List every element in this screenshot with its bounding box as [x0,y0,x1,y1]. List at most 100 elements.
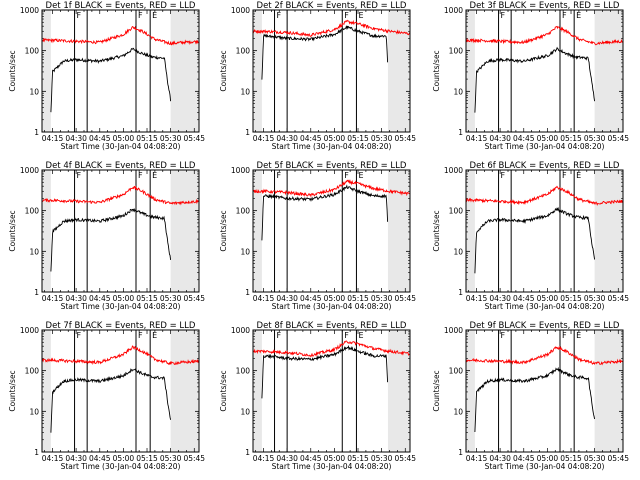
data-gap-shade [466,10,475,132]
x-tick-label: 04:30 [276,454,298,463]
series-line-events [474,206,596,274]
x-tick-label: 04:30 [65,294,87,303]
data-gap-shade [594,10,623,132]
series-line-events [50,208,172,272]
x-tick-label: 05:15 [347,454,369,463]
interval-marker-label: F [77,11,82,20]
x-axis-label: Start Time (30-Jan-04 04:08:20) [61,462,181,471]
x-axis-label: Start Time (30-Jan-04 04:08:20) [272,462,392,471]
data-gap-shade [42,10,51,132]
y-tick-label: 1000 [444,6,463,15]
x-tick-label: 05:45 [607,294,629,303]
series-line-lld [252,179,410,198]
panel-title: Det 1f BLACK = Events, RED = LLD [46,1,196,11]
y-tick-label: 10 [240,247,250,256]
y-axis-label: Counts/sec [219,370,228,411]
y-tick-label: 1000 [231,166,250,175]
x-tick-label: 04:30 [65,454,87,463]
x-tick-label: 04:30 [276,134,298,143]
series-line-events [261,184,389,241]
interval-marker-label: F [562,331,567,340]
plot-frame [252,329,411,453]
panel-det-4: Det 4f BLACK = Events, RED = LLD 1 10 100 10… [8,161,205,311]
x-tick-label: 04:15 [42,134,64,143]
y-tick-label: 10 [453,247,463,256]
x-tick-label: 04:45 [89,134,111,143]
x-tick-label: 04:15 [42,294,64,303]
panel-title: Det 3f BLACK = Events, RED = LLD [470,1,620,11]
interval-marker-label: F [138,331,143,340]
y-tick-label: 1000 [231,6,250,15]
interval-marker-label: F [344,171,349,180]
y-tick-label: 10 [240,407,250,416]
interval-marker-label: E [152,11,157,20]
y-tick-label: 1 [34,288,39,297]
y-tick-label: 1000 [231,326,250,335]
y-tick-label: 100 [25,47,40,56]
panel-det-6: Det 6f BLACK = Events, RED = LLD 1 10 100 10… [432,161,629,311]
y-axis-label: Counts/sec [8,50,17,91]
x-tick-label: 04:15 [466,454,488,463]
y-axis-label: Counts/sec [219,50,228,91]
y-tick-label: 10 [29,407,39,416]
y-tick-label: 100 [25,367,40,376]
series-line-lld [252,340,410,358]
x-axis-label: Start Time (30-Jan-04 04:08:20) [61,302,181,311]
y-axis-label: Counts/sec [8,210,17,251]
data-gap-shade [466,170,475,292]
x-tick-label: 05:00 [324,134,346,143]
panel-title: Det 2f BLACK = Events, RED = LLD [257,1,407,11]
interval-marker-label: E [358,171,363,180]
series-line-lld [41,345,200,366]
x-axis-label: Start Time (30-Jan-04 04:08:20) [485,142,605,151]
y-axis-label: Counts/sec [8,370,17,411]
x-tick-label: 05:15 [136,454,158,463]
x-tick-label: 05:45 [607,454,629,463]
x-tick-label: 04:45 [300,134,322,143]
x-tick-label: 05:15 [560,454,582,463]
x-axis-label: Start Time (30-Jan-04 04:08:20) [272,142,392,151]
x-tick-label: 04:45 [89,294,111,303]
y-tick-label: 1000 [444,326,463,335]
data-gap-shade [466,330,475,452]
series-line-lld [465,185,624,206]
x-axis-label: Start Time (30-Jan-04 04:08:20) [61,142,181,151]
data-gap-shade [253,10,262,132]
y-tick-label: 100 [25,207,40,216]
x-tick-label: 05:00 [113,134,135,143]
series-line-events [50,47,172,113]
panel-det-7: Det 7f BLACK = Events, RED = LLD 1 10 100 10… [8,321,205,471]
data-gap-shade [170,330,199,452]
y-axis-label: Counts/sec [432,50,441,91]
x-tick-label: 05:45 [183,134,205,143]
data-gap-shade [594,330,623,452]
y-tick-label: 1 [245,448,250,457]
x-tick-label: 04:45 [300,294,322,303]
x-tick-label: 05:30 [584,134,606,143]
x-tick-label: 05:15 [136,294,158,303]
series-line-events [261,344,389,399]
y-tick-label: 1000 [20,326,39,335]
y-tick-label: 100 [449,207,464,216]
panel-title: Det 9f BLACK = Events, RED = LLD [470,321,620,331]
interval-marker-label: F [562,171,567,180]
panel-det-8: Det 8f BLACK = Events, RED = LLD 1 10 100 10… [219,321,416,471]
interval-marker-label: F [562,11,567,20]
y-tick-label: 100 [449,367,464,376]
plot-frame [465,329,624,453]
x-tick-label: 04:45 [300,454,322,463]
x-tick-label: 05:45 [183,454,205,463]
interval-marker-label: E [152,331,157,340]
interval-marker-label: F [77,331,82,340]
plot-frame [465,169,624,293]
data-gap-shade [594,170,623,292]
x-tick-label: 05:00 [113,294,135,303]
interval-marker-label: E [358,11,363,20]
x-tick-label: 05:30 [584,294,606,303]
y-axis-label: Counts/sec [432,210,441,251]
y-tick-label: 100 [236,367,251,376]
interval-marker-label: E [358,331,363,340]
data-gap-shade [387,330,410,452]
series-line-events [50,368,172,433]
